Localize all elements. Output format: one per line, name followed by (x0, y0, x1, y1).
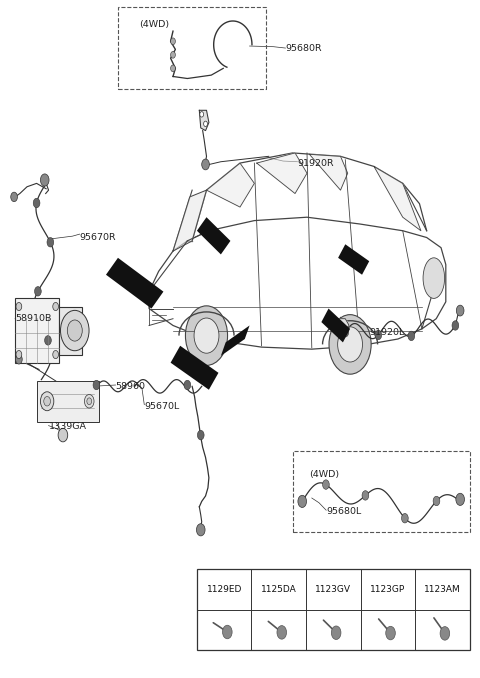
Polygon shape (338, 244, 369, 275)
Circle shape (53, 302, 59, 311)
Circle shape (362, 491, 369, 500)
Circle shape (16, 351, 22, 359)
Circle shape (33, 198, 40, 207)
Circle shape (386, 626, 396, 640)
Polygon shape (310, 155, 348, 190)
Circle shape (170, 38, 175, 45)
Text: 91920R: 91920R (298, 159, 334, 167)
Circle shape (15, 355, 22, 364)
Text: (4WD): (4WD) (140, 20, 169, 29)
Circle shape (44, 397, 50, 406)
Polygon shape (322, 308, 350, 342)
Circle shape (170, 65, 175, 72)
Text: 1123GV: 1123GV (315, 585, 351, 594)
Text: 95680L: 95680L (326, 507, 361, 516)
Circle shape (67, 320, 82, 341)
Polygon shape (106, 258, 163, 308)
Bar (293, 451, 470, 532)
Circle shape (200, 112, 204, 117)
Text: 1129ED: 1129ED (206, 585, 242, 594)
Circle shape (375, 330, 382, 340)
Circle shape (331, 626, 341, 639)
Circle shape (277, 626, 287, 639)
Circle shape (433, 496, 440, 506)
Bar (15, 298, 60, 363)
Circle shape (47, 237, 54, 247)
Polygon shape (374, 167, 421, 231)
Circle shape (45, 336, 51, 345)
Text: 58910B: 58910B (15, 314, 51, 323)
Circle shape (452, 321, 459, 330)
Polygon shape (336, 319, 349, 332)
Text: 95670R: 95670R (80, 233, 116, 242)
Circle shape (11, 192, 17, 201)
Circle shape (456, 494, 465, 505)
Circle shape (35, 287, 41, 296)
Polygon shape (257, 153, 307, 193)
Text: 1125DA: 1125DA (261, 585, 297, 594)
Circle shape (456, 305, 464, 316)
Polygon shape (173, 190, 206, 251)
Circle shape (40, 174, 49, 186)
Bar (36, 381, 99, 422)
Circle shape (185, 306, 228, 365)
Circle shape (87, 398, 92, 405)
Circle shape (196, 523, 205, 536)
Circle shape (323, 480, 329, 490)
Circle shape (40, 392, 54, 411)
Circle shape (408, 331, 415, 340)
Circle shape (58, 428, 68, 442)
Circle shape (16, 302, 22, 311)
Bar (118, 7, 266, 89)
Circle shape (337, 327, 362, 362)
Circle shape (53, 351, 59, 359)
Text: 1339GA: 1339GA (48, 422, 86, 431)
Circle shape (170, 52, 175, 58)
Circle shape (402, 513, 408, 523)
Bar (197, 569, 470, 650)
Circle shape (202, 159, 209, 170)
Polygon shape (221, 325, 250, 356)
Text: (4WD): (4WD) (310, 470, 339, 479)
Circle shape (197, 431, 204, 440)
Circle shape (93, 380, 100, 390)
Text: 1123GP: 1123GP (370, 585, 406, 594)
Text: 58960: 58960 (116, 382, 145, 391)
Circle shape (298, 496, 307, 507)
Circle shape (194, 318, 219, 353)
Text: 95680R: 95680R (286, 43, 322, 53)
Text: 95670L: 95670L (144, 402, 180, 411)
Ellipse shape (423, 258, 444, 298)
Circle shape (342, 327, 348, 337)
Polygon shape (197, 217, 230, 254)
Circle shape (440, 626, 450, 640)
Text: 1123AM: 1123AM (424, 585, 461, 594)
Circle shape (329, 315, 371, 374)
Polygon shape (206, 163, 254, 207)
Circle shape (84, 395, 94, 408)
Polygon shape (170, 346, 218, 390)
Circle shape (223, 625, 232, 639)
Circle shape (204, 121, 207, 127)
Circle shape (60, 311, 89, 351)
Circle shape (184, 380, 191, 390)
Text: 91920L: 91920L (369, 327, 405, 337)
Polygon shape (199, 111, 209, 131)
Bar (60, 306, 83, 355)
